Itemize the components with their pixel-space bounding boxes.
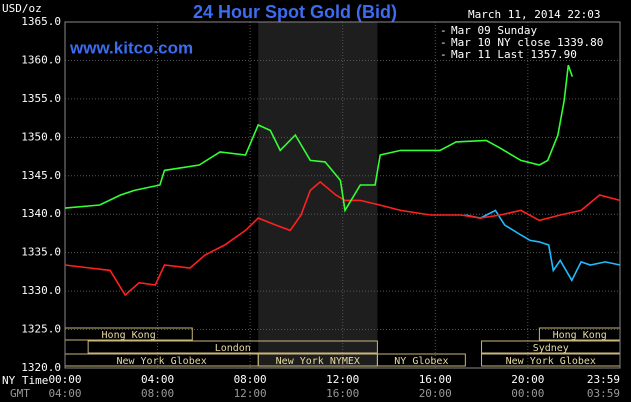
legend-marker: - <box>440 48 447 61</box>
chart-title: 24 Hour Spot Gold (Bid) <box>193 2 397 22</box>
y-unit: USD/oz <box>2 2 42 15</box>
session-label: Hong Kong <box>102 330 156 341</box>
x-tick-label: 20:00 <box>511 373 544 386</box>
session-label: Sydney <box>533 343 569 354</box>
x-axis-label: NY Time <box>2 374 48 387</box>
x-tick-label: 04:00 <box>141 373 174 386</box>
session-label: London <box>215 343 251 354</box>
y-tick-label: 1365.0 <box>21 15 61 28</box>
x2-tick-label: 04:00 <box>48 387 81 400</box>
session-label: NY Globex <box>394 356 448 367</box>
series-line <box>465 209 621 282</box>
x2-axis-label: GMT <box>10 387 30 400</box>
highlight-band <box>258 22 378 368</box>
session-label: New York NYMEX <box>276 356 360 367</box>
y-tick-label: 1335.0 <box>21 246 61 259</box>
x-tick-label: 23:59 <box>587 373 620 386</box>
series-line <box>64 64 574 213</box>
session-bar <box>87 340 378 354</box>
plot-frame <box>64 21 621 369</box>
x-tick-label: 16:00 <box>419 373 452 386</box>
legend-marker: - <box>440 36 447 49</box>
y-tick-label: 1325.0 <box>21 323 61 336</box>
x2-tick-label: 20:00 <box>419 387 452 400</box>
x2-tick-label: 03:59 <box>587 387 620 400</box>
website: www.kitco.com <box>69 38 193 57</box>
x2-tick-label: 00:00 <box>511 387 544 400</box>
legend-label: Mar 10 NY close 1339.80 <box>451 36 603 49</box>
y-tick-label: 1360.0 <box>21 53 61 66</box>
legend-marker: - <box>440 24 447 37</box>
session-bar <box>376 353 466 367</box>
y-tick-label: 1330.0 <box>21 284 61 297</box>
session-label: New York Globex <box>116 356 206 367</box>
y-tick-label: 1355.0 <box>21 92 61 105</box>
series-line <box>64 180 621 297</box>
session-label: New York Globex <box>506 356 596 367</box>
session-label: Hong Kong <box>553 330 607 341</box>
x2-tick-label: 16:00 <box>326 387 359 400</box>
timestamp: March 11, 2014 22:03 <box>468 8 600 21</box>
legend-label: Mar 11 Last 1357.90 <box>451 48 577 61</box>
x-tick-label: 12:00 <box>326 373 359 386</box>
y-tick-label: 1320.0 <box>21 361 61 374</box>
x-tick-label: 00:00 <box>48 373 81 386</box>
y-tick-label: 1350.0 <box>21 130 61 143</box>
x-tick-label: 08:00 <box>234 373 267 386</box>
y-tick-label: 1345.0 <box>21 169 61 182</box>
legend-label: Mar 09 Sunday <box>451 24 537 37</box>
y-tick-label: 1340.0 <box>21 207 61 220</box>
x2-tick-label: 12:00 <box>234 387 267 400</box>
x2-tick-label: 08:00 <box>141 387 174 400</box>
